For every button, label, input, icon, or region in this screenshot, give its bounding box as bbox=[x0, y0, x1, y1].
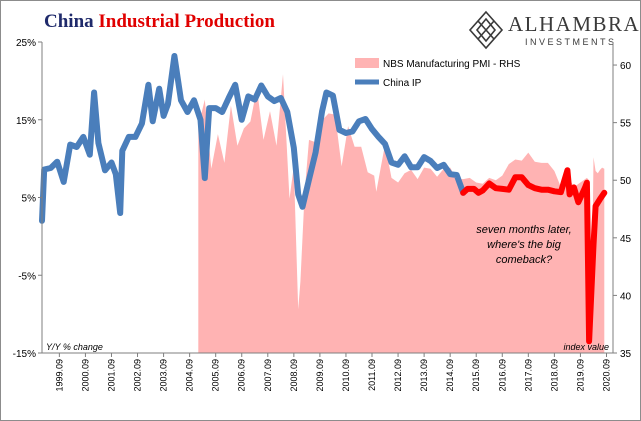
x-tick-label: 2010.09 bbox=[341, 359, 351, 392]
x-tick-label: 2006.09 bbox=[237, 359, 247, 392]
x-tick-label: 2001.09 bbox=[106, 359, 116, 392]
right-tick-label: 45 bbox=[620, 234, 632, 245]
series-china-ip-line bbox=[39, 53, 467, 224]
legend: NBS Manufacturing PMI - RHS China IP bbox=[355, 58, 521, 89]
brand-subtitle: INVESTMENTS bbox=[525, 37, 617, 47]
series-china-ip-recent-line bbox=[460, 167, 608, 345]
x-tick-label: 2007.09 bbox=[263, 359, 273, 392]
brand-name: ALHAMBRA bbox=[508, 12, 641, 36]
x-tick-label: 2016.09 bbox=[497, 359, 507, 392]
x-tick-label: 2000.09 bbox=[80, 359, 90, 392]
axis-layer bbox=[38, 41, 617, 357]
x-tick-label: 2015.09 bbox=[471, 359, 481, 392]
x-tick-label: 2009.09 bbox=[315, 359, 325, 392]
x-tick-label: 2020.09 bbox=[601, 359, 611, 392]
x-tick-label: 2013.09 bbox=[419, 359, 429, 392]
ip-line-layer bbox=[39, 53, 608, 345]
right-tick-label: 40 bbox=[620, 291, 632, 302]
brand-logo: ALHAMBRA INVESTMENTS bbox=[468, 10, 639, 54]
x-tick-label: 2019.09 bbox=[575, 359, 585, 392]
left-tick-label: -5% bbox=[18, 271, 36, 282]
left-tick-label: -15% bbox=[13, 349, 36, 360]
tick-label-layer: 25% 15% 5% -5% -15% 60 55 50 45 40 35 1999.09 2000.0… bbox=[13, 38, 632, 392]
x-tick-label: 2008.09 bbox=[289, 359, 299, 392]
title-part-1: China bbox=[44, 11, 94, 32]
x-tick-label: 2004.09 bbox=[185, 359, 195, 392]
x-tick-label: 2014.09 bbox=[445, 359, 455, 392]
pmi-area-layer bbox=[198, 74, 605, 354]
x-tick-label: 2002.09 bbox=[133, 359, 143, 392]
series-pmi-area bbox=[198, 74, 605, 354]
left-axis-title: Y/Y % change bbox=[46, 342, 103, 352]
x-tick-label: 1999.09 bbox=[54, 359, 64, 392]
chart-annotation: seven months later, where's the big come… bbox=[476, 224, 572, 266]
right-tick-label: 55 bbox=[620, 119, 632, 130]
left-tick-label: 25% bbox=[16, 38, 36, 49]
x-tick-label: 2011.09 bbox=[367, 359, 377, 391]
right-tick-label: 35 bbox=[620, 349, 632, 360]
brand-diamond-icon bbox=[468, 10, 504, 50]
legend-label-pmi: NBS Manufacturing PMI - RHS bbox=[383, 59, 521, 70]
legend-label-ip: China IP bbox=[383, 78, 422, 89]
title-part-2: Industrial Production bbox=[98, 11, 275, 32]
left-tick-label: 5% bbox=[22, 194, 37, 205]
chart-title: China Industrial Production bbox=[44, 11, 275, 33]
x-tick-label: 2005.09 bbox=[211, 359, 221, 392]
x-tick-label: 2003.09 bbox=[159, 359, 169, 392]
x-tick-label: 2017.09 bbox=[523, 359, 533, 392]
right-tick-label: 50 bbox=[620, 176, 632, 187]
x-tick-label: 2012.09 bbox=[393, 359, 403, 392]
left-tick-label: 15% bbox=[16, 116, 36, 127]
right-tick-label: 60 bbox=[620, 61, 632, 72]
legend-swatch-pmi bbox=[355, 58, 379, 68]
x-tick-label: 2018.09 bbox=[549, 359, 559, 392]
right-axis-title: index value bbox=[563, 342, 609, 352]
